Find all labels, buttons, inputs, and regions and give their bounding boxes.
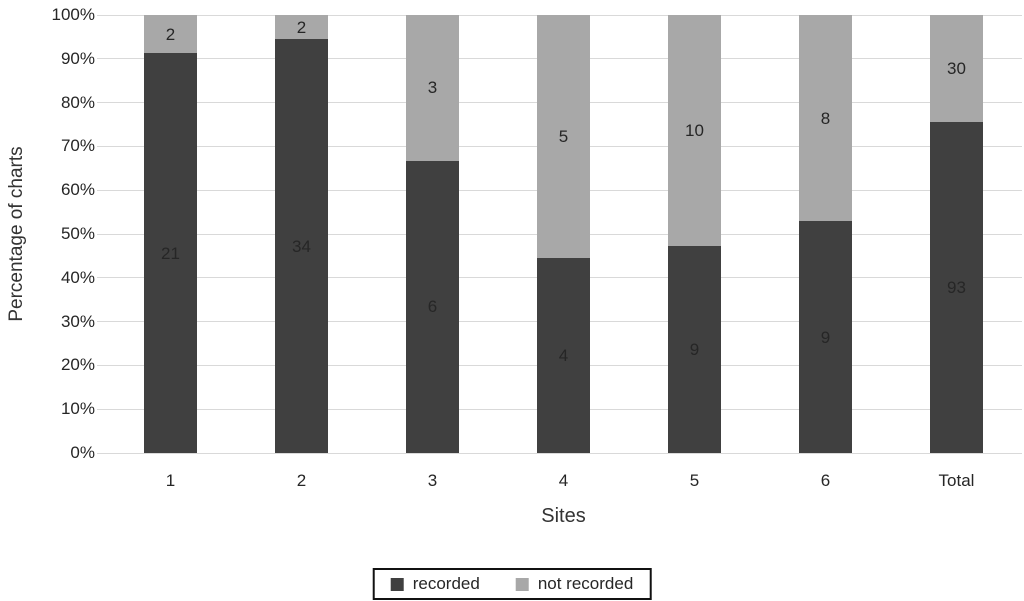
y-tick-label: 100%: [51, 5, 95, 24]
x-axis-title: Sites: [541, 505, 586, 527]
legend-label: not recorded: [537, 574, 634, 593]
x-tick-label: 2: [296, 471, 307, 490]
gridline: [97, 452, 1022, 454]
bar-segment-not-recorded: 10: [668, 15, 721, 246]
legend-entry-not-recorded: not recorded: [515, 574, 634, 594]
x-tick-label: 1: [165, 471, 176, 490]
plot-area: 2 21 2 34 3 6 5 4 10 9 8 9 30 93: [97, 14, 1022, 454]
y-tick-label: 0%: [70, 443, 95, 462]
legend-swatch-recorded: [390, 577, 404, 591]
y-tick-label: 60%: [60, 180, 95, 200]
bar-segment-recorded: 4: [537, 258, 590, 453]
legend-entry-recorded: recorded: [390, 574, 480, 594]
y-axis: 0% 10% 20% 30% 40% 50% 60% 70% 80% 90% 100%: [0, 5, 95, 462]
bar-segment-recorded: 34: [275, 39, 328, 453]
bar-series: 2 21 2 34 3 6 5 4 10 9 8 9 30 93: [105, 15, 1022, 453]
y-tick-label: 30%: [60, 311, 95, 331]
bar-segment-not-recorded: 3: [406, 15, 459, 161]
bar-segment-not-recorded: 8: [799, 15, 852, 222]
bar-segment-recorded: 21: [144, 53, 197, 453]
x-tick-label: Total: [938, 471, 975, 490]
bar-slot-5: 10 9: [629, 15, 760, 453]
legend-label: recorded: [412, 574, 480, 593]
bar-5: 10 9: [668, 15, 721, 453]
y-tick-label: 80%: [60, 92, 95, 112]
bar-segment-not-recorded: 2: [144, 15, 197, 54]
y-tick-label: 10%: [60, 399, 95, 419]
y-tick-label: 50%: [60, 224, 95, 243]
bar-segment-recorded: 9: [799, 221, 852, 453]
legend: recorded not recorded: [372, 568, 652, 600]
bar-segment-not-recorded: 5: [537, 15, 590, 259]
x-tick-label: 3: [427, 471, 438, 490]
bar-1: 2 21: [144, 15, 197, 453]
x-tick-label: 5: [689, 471, 700, 490]
x-tick-label: 4: [558, 471, 569, 490]
bar-segment-recorded: 6: [406, 160, 459, 453]
bar-slot-1: 2 21: [105, 15, 236, 453]
bar-total: 30 93: [930, 15, 983, 453]
y-tick-label: 40%: [60, 267, 95, 287]
y-tick-label: 70%: [60, 136, 95, 156]
x-axis: 1 2 3 4 5 6 Total: [105, 471, 1022, 491]
x-tick-label: 6: [820, 471, 831, 490]
bar-2: 2 34: [275, 15, 328, 453]
y-tick-label: 90%: [60, 48, 95, 68]
bar-segment-not-recorded: 2: [275, 15, 328, 40]
bar-slot-total: 30 93: [891, 15, 1022, 453]
bar-segment-recorded: 9: [668, 245, 721, 453]
bar-segment-not-recorded: 30: [930, 15, 983, 122]
bar-segment-recorded: 93: [930, 121, 983, 453]
bar-slot-2: 2 34: [236, 15, 367, 453]
y-tick-label: 20%: [60, 355, 95, 375]
legend-swatch-not-recorded: [515, 577, 529, 591]
